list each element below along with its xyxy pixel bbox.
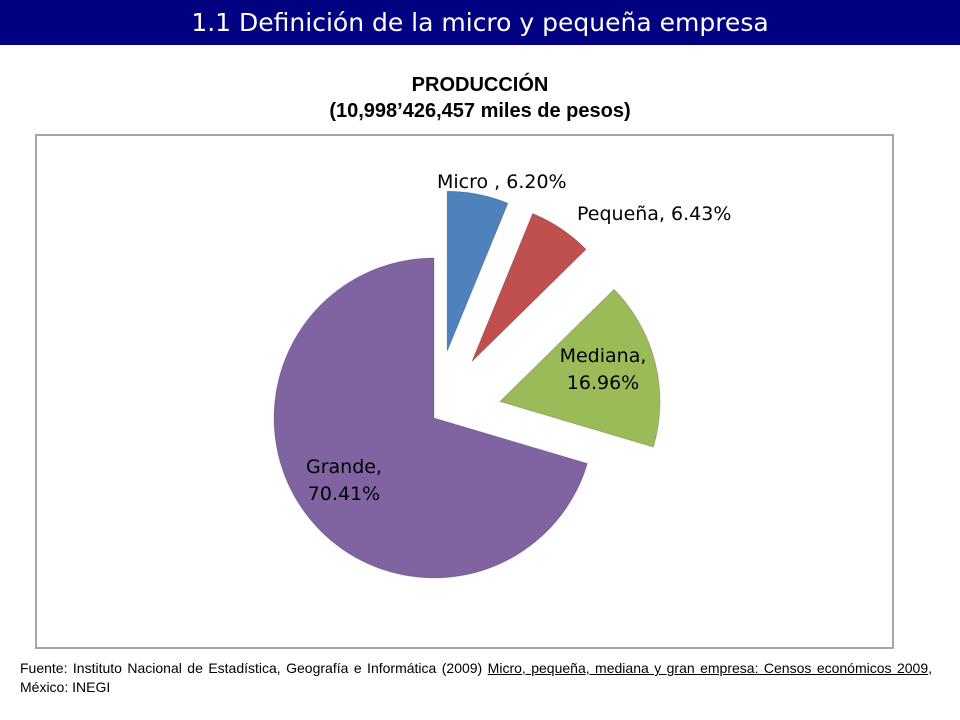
source-note: Fuente: Instituto Nacional de Estadístic…	[20, 659, 932, 697]
slice-label-micro: Micro , 6.20%	[437, 171, 567, 193]
source-reference: Micro, pequeña, mediana y gran empresa: …	[487, 660, 929, 676]
page-title: 1.1 Definición de la micro y pequeña emp…	[191, 8, 769, 37]
pie-chart: Micro , 6.20% Pequeña, 6.43% Mediana, 16.96…	[273, 171, 731, 579]
slice-label-grande: Grande, 70.41%	[306, 456, 382, 505]
slice-label-pequeña: Pequeña, 6.43%	[577, 203, 731, 225]
pie-slice-mediana	[499, 288, 661, 448]
pie-slice-micro	[446, 190, 509, 352]
chart-title: PRODUCCIÓN	[411, 74, 549, 96]
chart-frame: Micro , 6.20% Pequeña, 6.43% Mediana, 16.96…	[35, 134, 894, 649]
source-suffix: , México: INEGI	[20, 660, 933, 695]
pie-slice-pequeña	[471, 212, 587, 362]
header-bar: 1.1 Definición de la micro y pequeña emp…	[0, 0, 960, 45]
chart-subtitle: (10,998’426,457 miles de pesos)	[329, 100, 631, 122]
chart-title-block: PRODUCCIÓN (10,998’426,457 miles de peso…	[0, 72, 960, 124]
slice-label-mediana: Mediana, 16.96%	[560, 345, 647, 394]
pie-slice-grande	[273, 257, 589, 579]
source-prefix: Fuente: Instituto Nacional de Estadístic…	[20, 660, 488, 676]
